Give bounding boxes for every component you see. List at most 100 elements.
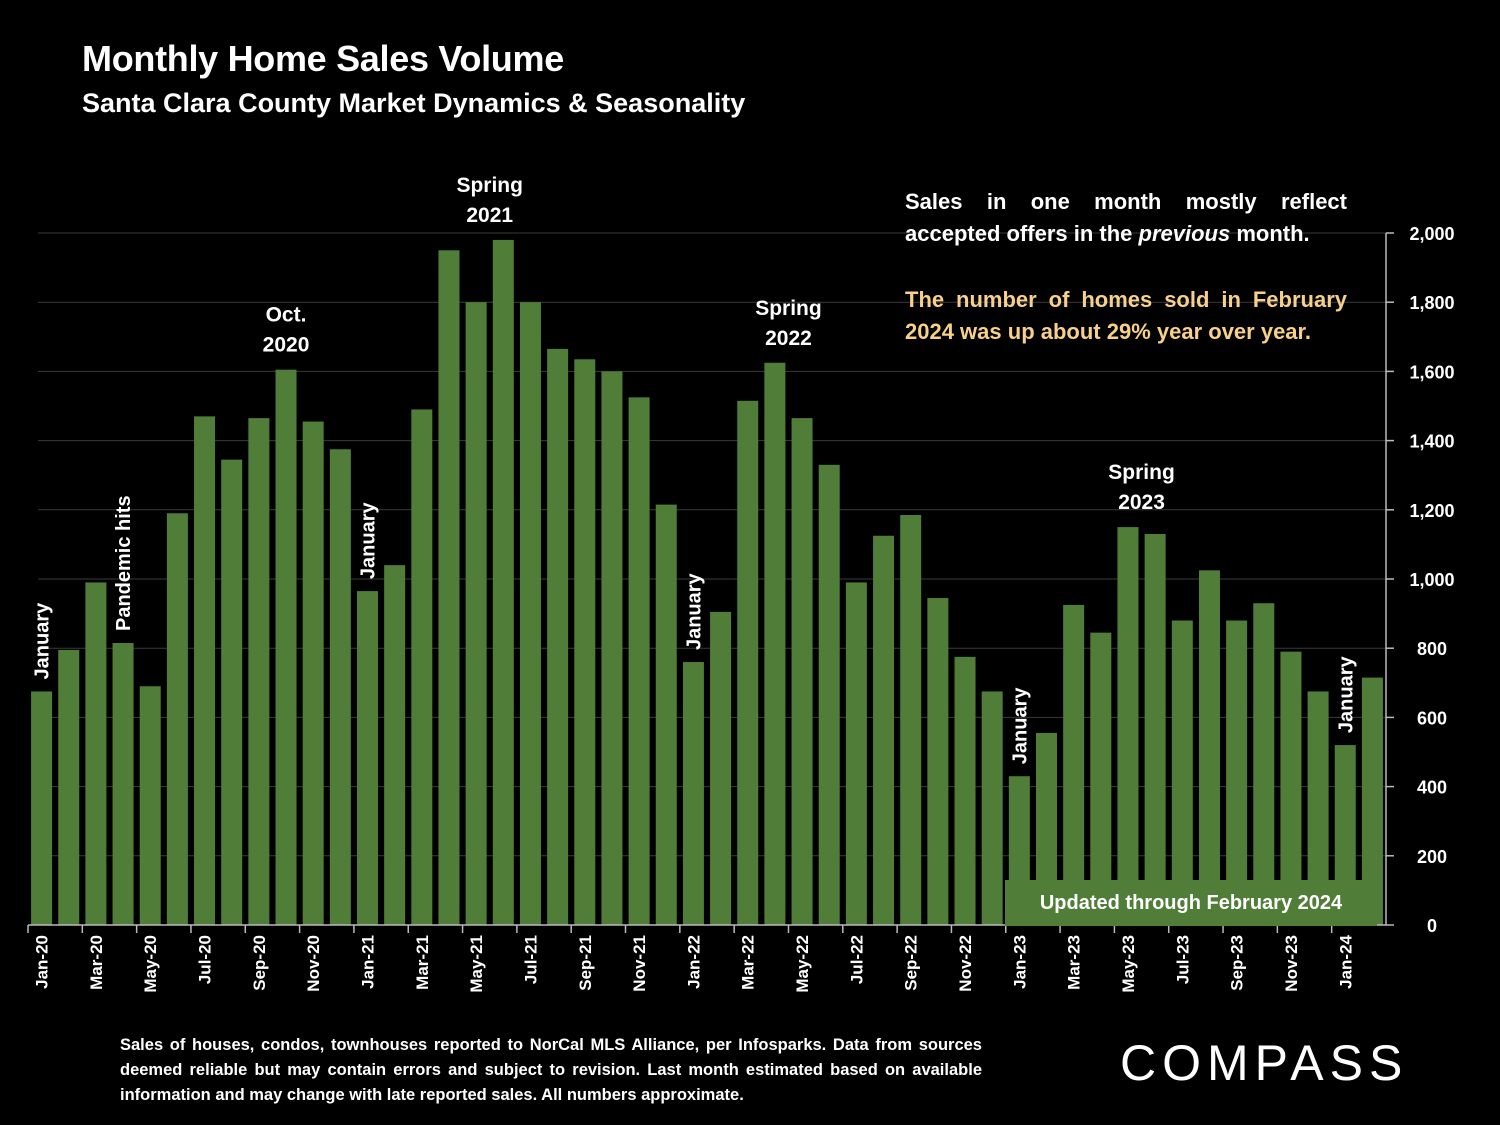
bar-Dec-23 [1307, 691, 1329, 925]
y-tick-label: 400 [1417, 778, 1447, 798]
annotations: January Pandemic hits Oct. 2020 January Sprin… [32, 174, 1358, 764]
compass-logo-text: COMPASS [1120, 1035, 1408, 1091]
annotation-label: January [358, 502, 380, 580]
x-tick-label: Nov-23 [1282, 935, 1301, 992]
x-tick-label: May-21 [467, 935, 486, 993]
bar-Nov-21 [628, 397, 650, 926]
note-text-emphasis: previous [1138, 221, 1231, 246]
y-tick-label: 2,000 [1409, 224, 1454, 244]
x-tick-label: May-22 [793, 935, 812, 993]
compass-logo: COMPASS [1120, 1035, 1408, 1091]
bar-Jun-21 [492, 239, 514, 926]
bar-Jul-23 [1171, 620, 1193, 925]
chart-subtitle: Santa Clara County Market Dynamics & Sea… [82, 88, 746, 118]
bar-May-20 [139, 686, 161, 925]
annotation-label: 2023 [1118, 491, 1165, 514]
bar-Jul-22 [845, 582, 867, 925]
x-tick-label: Nov-20 [304, 935, 323, 992]
x-tick-label: Sep-23 [1228, 935, 1247, 991]
bar-Jan-20 [31, 691, 53, 925]
x-tick-label: Jul-20 [196, 935, 215, 984]
bar-May-22 [791, 418, 813, 925]
note-yoy: The number of homes sold in February 202… [905, 287, 1347, 344]
annotation-label: 2022 [765, 327, 812, 350]
bars [31, 239, 1383, 926]
y-tick-label: 0 [1427, 916, 1437, 936]
bar-Feb-22 [710, 611, 732, 925]
bar-May-21 [465, 302, 487, 925]
x-tick-label: Jan-20 [33, 935, 52, 989]
y-tick-label: 600 [1417, 708, 1447, 728]
source-footnote: Sales of houses, condos, townhouses repo… [120, 1036, 982, 1104]
bar-Dec-20 [329, 449, 351, 925]
x-tick-label: Sep-20 [250, 935, 269, 991]
bar-Oct-21 [601, 371, 623, 925]
x-tick-label: May-20 [141, 935, 160, 993]
y-tick-label: 1,000 [1409, 570, 1454, 590]
x-tick-label: Sep-21 [576, 935, 595, 991]
x-tick-label: Mar-22 [739, 935, 758, 990]
annotation-label: 2021 [466, 204, 513, 227]
bar-Jul-20 [194, 416, 216, 925]
x-tick-label: Mar-21 [413, 935, 432, 990]
x-tick-label: Jan-22 [684, 935, 703, 989]
x-tick-label: Jan-24 [1336, 934, 1355, 988]
bar-Feb-23 [1036, 732, 1057, 925]
bar-Aug-20 [221, 459, 243, 925]
annotation-label: Spring [1108, 461, 1175, 484]
bar-Sep-20 [248, 418, 270, 925]
x-tick-label: Nov-22 [956, 935, 975, 992]
chart-title: Monthly Home Sales Volume [82, 38, 564, 79]
y-tick-label: 1,400 [1409, 432, 1454, 452]
x-tick-label: Nov-21 [630, 935, 649, 992]
annotation-label: 2020 [263, 334, 310, 357]
bar-Mar-22 [737, 400, 759, 925]
bar-Dec-21 [655, 504, 677, 925]
bar-Aug-23 [1198, 570, 1220, 925]
bar-Aug-22 [873, 535, 895, 925]
bar-Sep-21 [574, 359, 596, 925]
x-tick-label: May-23 [1119, 935, 1138, 993]
y-tick-label: 1,800 [1409, 293, 1454, 313]
bar-Feb-24 [1361, 677, 1383, 925]
bar-May-23 [1117, 527, 1139, 925]
x-tick-label: Jan-23 [1010, 935, 1029, 989]
bar-Sep-22 [900, 514, 922, 925]
note-text-a: Sales in one month mostly reflect accept… [905, 189, 1347, 246]
x-tick-label: Jul-23 [1173, 935, 1192, 984]
bar-Mar-20 [85, 582, 107, 925]
x-tick-label: Jan-21 [359, 935, 378, 989]
bar-Nov-23 [1280, 651, 1302, 925]
annotation-label: January [32, 602, 54, 680]
updated-badge: Updated through February 2024 [1005, 880, 1377, 926]
annotation-label: Oct. [266, 304, 307, 327]
annotation-label: January [1335, 655, 1357, 733]
bar-Oct-20 [275, 369, 297, 925]
y-tick-label: 1,200 [1409, 501, 1454, 521]
bar-Mar-23 [1063, 604, 1085, 925]
annotation-label: Spring [755, 297, 822, 320]
bar-Jan-22 [682, 662, 704, 925]
bar-Feb-21 [384, 565, 406, 925]
bar-Oct-22 [927, 598, 949, 925]
bar-Nov-20 [302, 421, 324, 925]
bar-Sep-23 [1226, 620, 1248, 925]
bar-Feb-20 [58, 649, 80, 925]
bar-Jun-22 [818, 464, 840, 925]
bar-Oct-23 [1253, 603, 1275, 925]
bar-Apr-20 [112, 643, 134, 925]
x-tick-label: Sep-22 [902, 935, 921, 991]
note-text-b: month. [1230, 221, 1310, 246]
bar-Apr-22 [764, 362, 786, 925]
bar-Nov-22 [954, 656, 976, 925]
x-tick-label: Mar-23 [1065, 935, 1084, 990]
annotation-label: Pandemic hits [113, 495, 135, 631]
annotation-label: January [1009, 687, 1031, 765]
bar-Jul-21 [519, 302, 541, 925]
y-tick-label: 200 [1417, 847, 1447, 867]
x-tick-label: Jul-21 [521, 935, 540, 984]
bar-Jun-23 [1144, 534, 1166, 925]
bar-Jan-21 [357, 591, 378, 925]
y-tick-label: 1,600 [1409, 362, 1454, 382]
